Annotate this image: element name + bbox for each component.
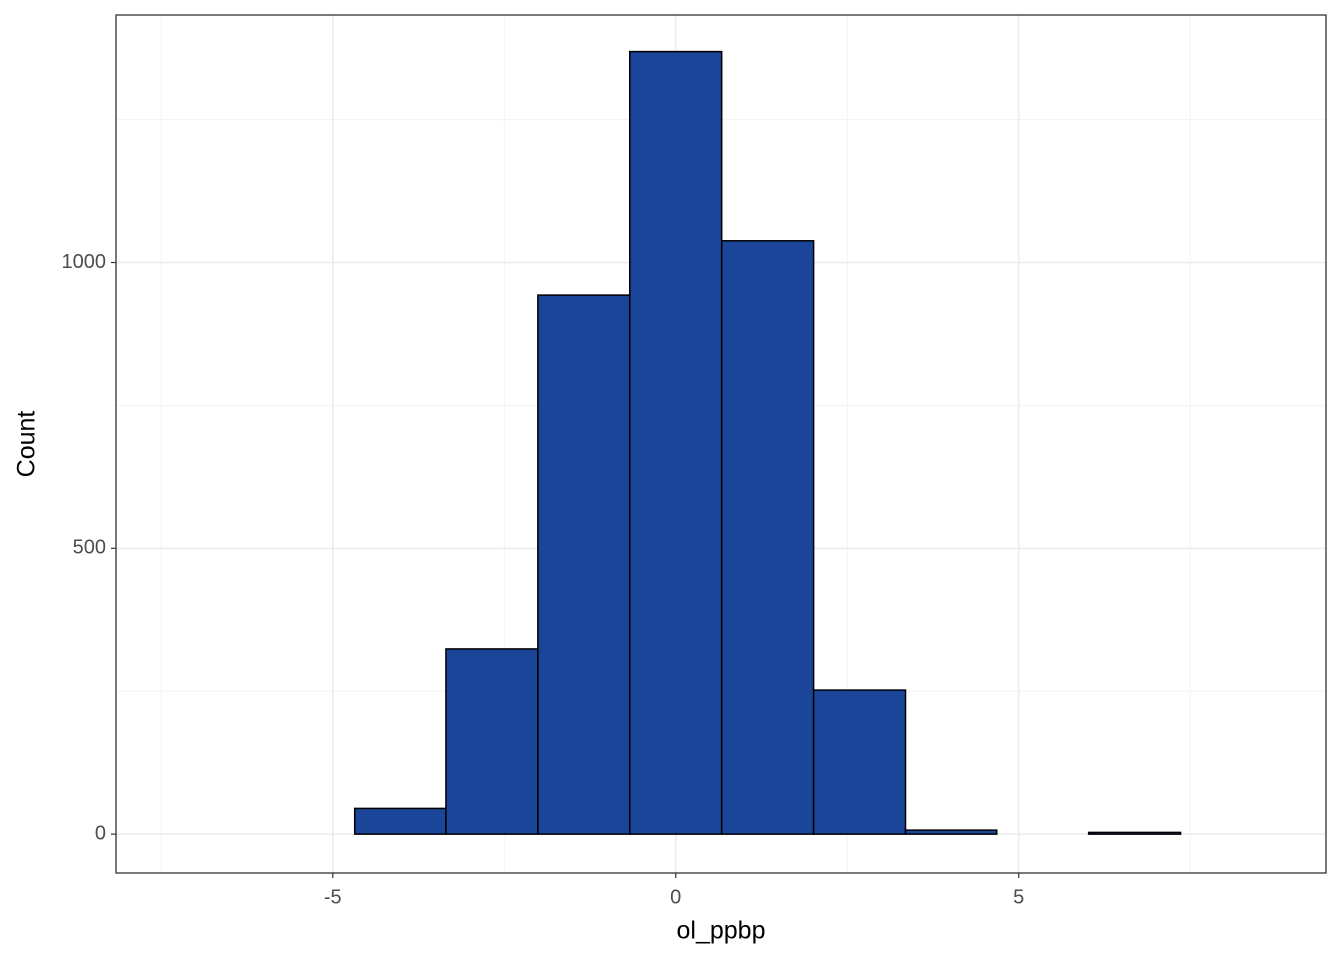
y-tick-label: 500 bbox=[73, 537, 106, 559]
bar bbox=[353, 807, 447, 835]
bar bbox=[720, 240, 815, 835]
bar bbox=[537, 294, 631, 835]
x-tick-label: 0 bbox=[670, 886, 681, 908]
bar bbox=[629, 50, 723, 835]
bar bbox=[812, 689, 907, 835]
x-tick-label: -5 bbox=[324, 886, 342, 908]
panel-border bbox=[115, 14, 1327, 874]
bar bbox=[1087, 831, 1182, 835]
bar bbox=[904, 829, 998, 835]
bar bbox=[445, 648, 539, 835]
y-axis-title: Count bbox=[13, 411, 41, 478]
y-tick-label: 0 bbox=[95, 822, 106, 844]
y-tick-label: 1000 bbox=[62, 251, 107, 273]
x-axis-title: ol_ppbp bbox=[677, 917, 766, 945]
x-tick-label: 5 bbox=[1013, 886, 1024, 908]
